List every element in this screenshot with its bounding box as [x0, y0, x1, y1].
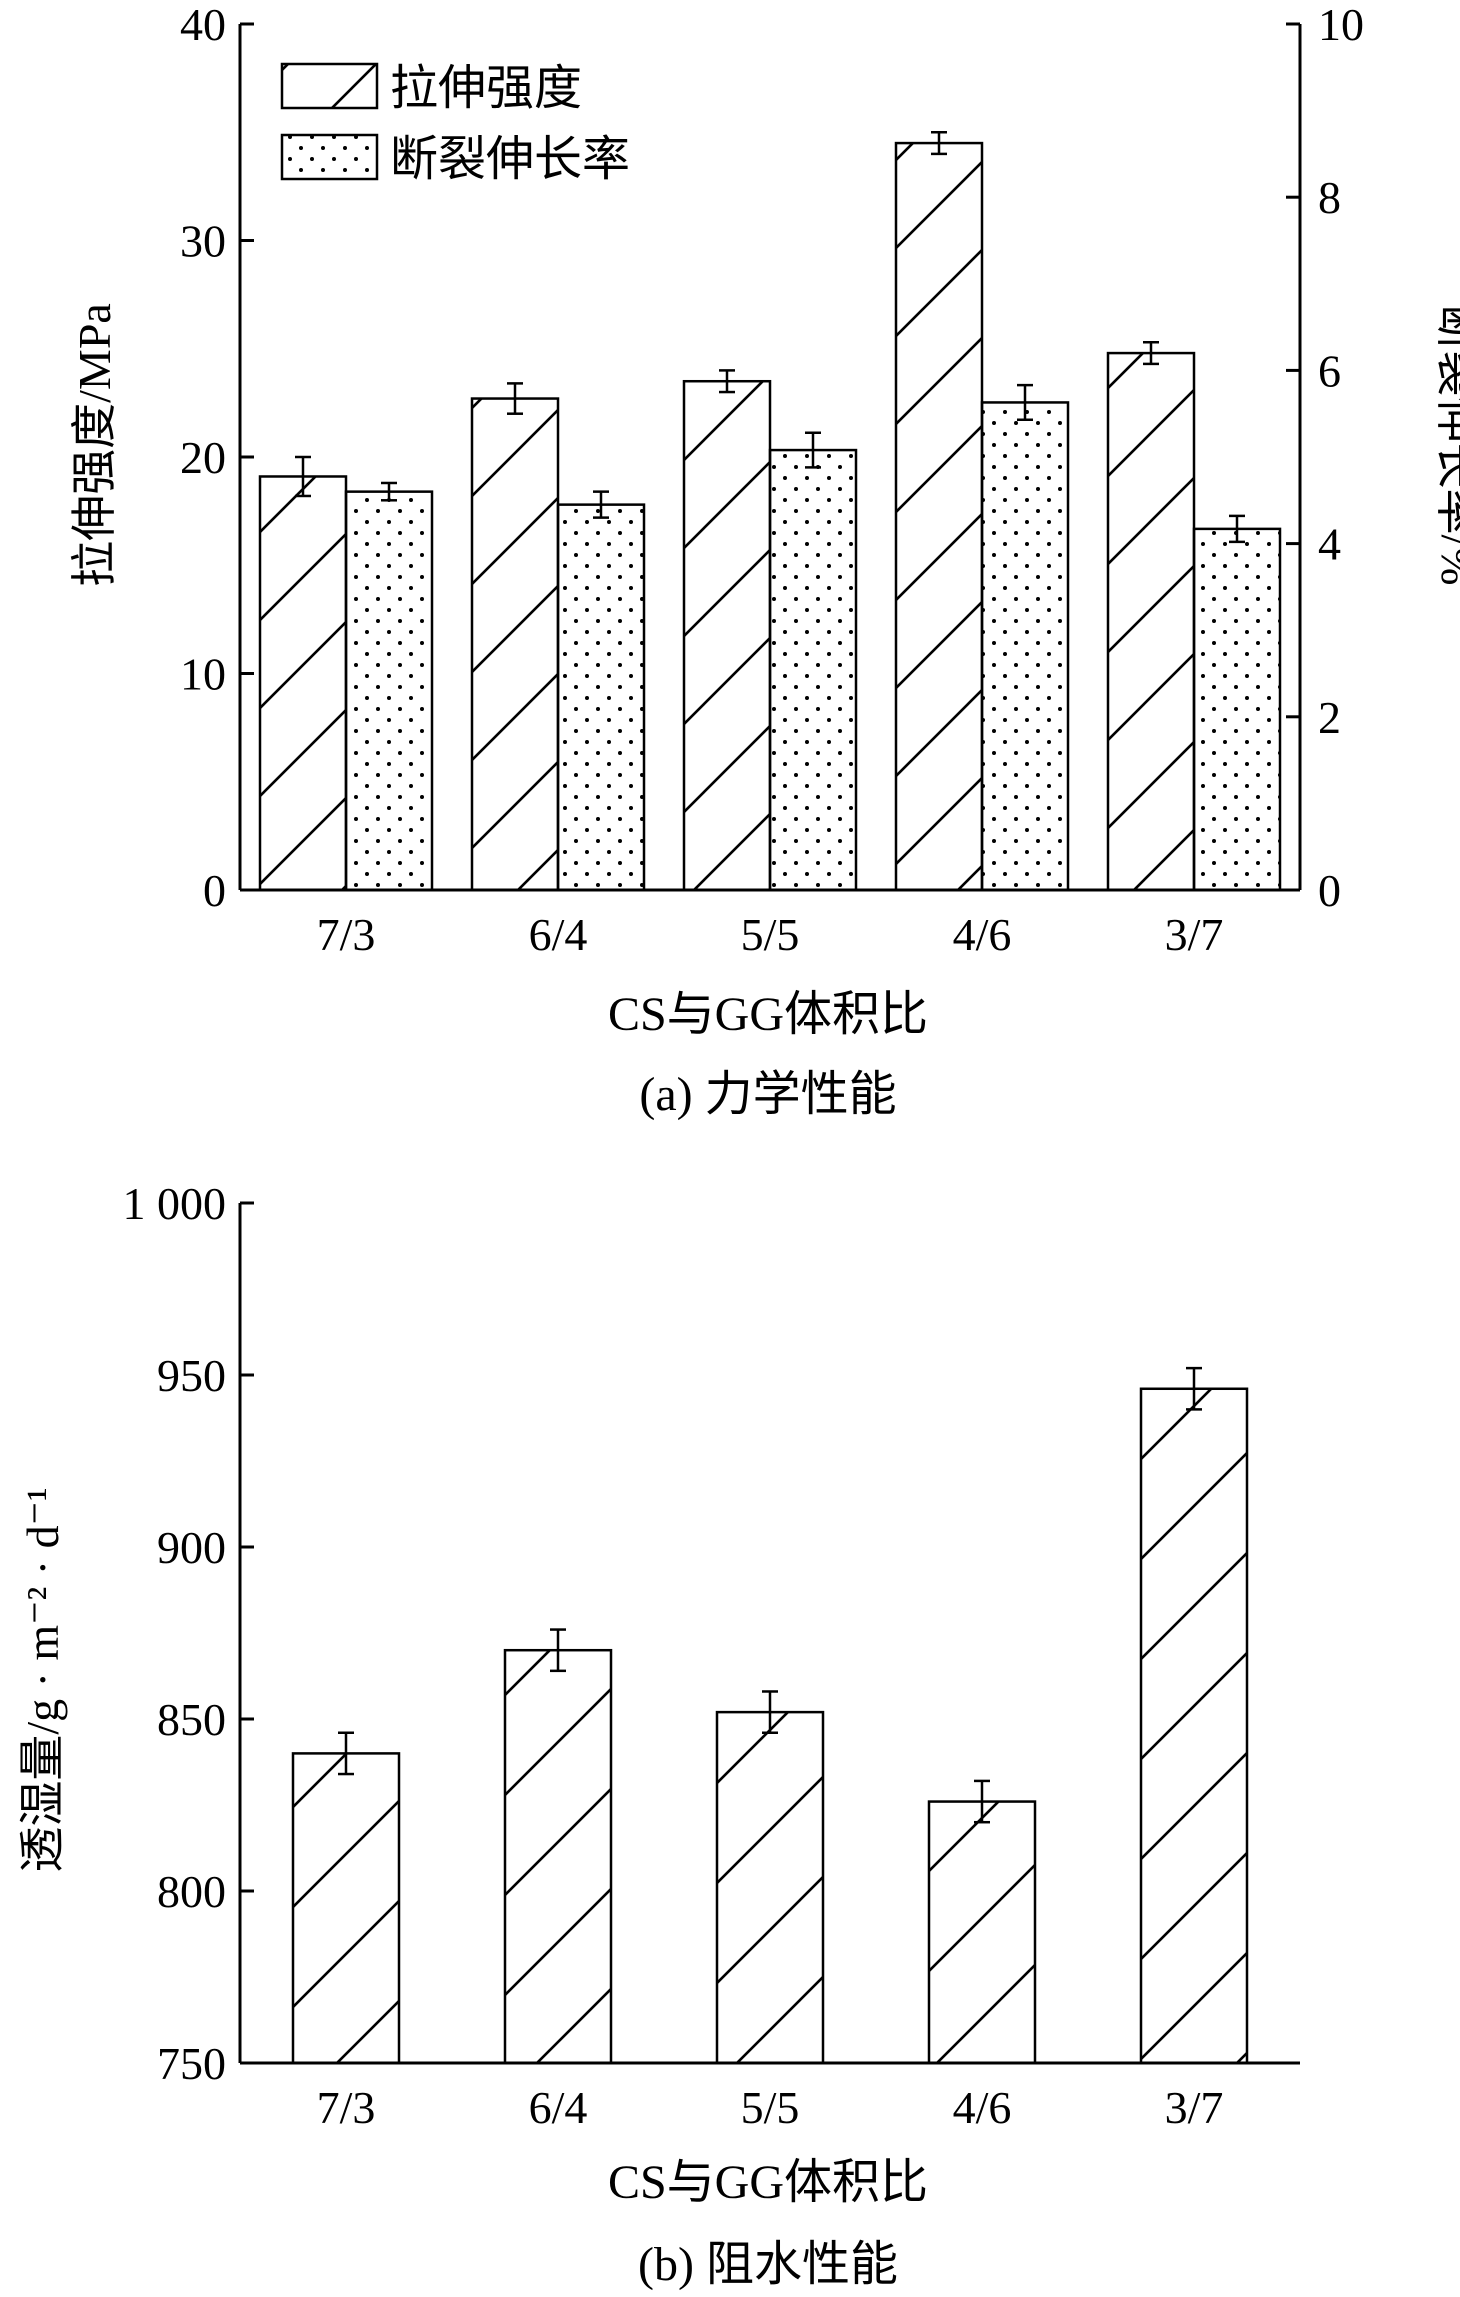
y-tick-label: 20 [180, 432, 226, 483]
legend-swatch-dots [280, 133, 379, 181]
bar-elongation [344, 490, 434, 892]
chart-b-caption: (b) 阻水性能 [638, 2238, 898, 2291]
chart-b-x-axis-label: CS与GG体积比 [608, 2156, 928, 2209]
y-tick-label: 30 [180, 216, 226, 267]
y-tick-label: 900 [157, 1522, 226, 1573]
x-tick-label: 4/6 [953, 2082, 1012, 2133]
chart-b: 7/3 6/4 5/5 4/6 3/7 750 800 850 900 950 1 000 CS与G… [17, 1178, 1300, 2291]
y2-tick-label: 6 [1318, 345, 1341, 396]
x-tick-label: 5/5 [741, 909, 800, 960]
chart-a-y-axis-label: 拉伸强度/MPa [69, 303, 120, 587]
chart-a-plot: 7/3 6/4 5/5 4/6 3/7 0 10 20 30 40 0 2 4 6 8 10 [180, 0, 1364, 960]
y-tick-label: 1 000 [123, 1178, 227, 1229]
bar-tensile-strength [894, 141, 984, 892]
bar-elongation [1192, 527, 1282, 892]
x-tick-label: 7/3 [317, 909, 376, 960]
y-tick-label: 850 [157, 1694, 226, 1745]
y-tick-label: 750 [157, 2038, 226, 2089]
chart-b-plot: 7/3 6/4 5/5 4/6 3/7 750 800 850 900 950 1 000 [123, 1178, 1300, 2133]
x-tick-label: 5/5 [741, 2082, 800, 2133]
bar-tensile-strength [682, 379, 772, 892]
bar-moisture-permeability [503, 1648, 613, 2065]
bar-moisture-permeability [1139, 1387, 1249, 2065]
bar-tensile-strength [1106, 351, 1196, 892]
x-tick-label: 6/4 [529, 2082, 588, 2133]
bar-elongation [768, 448, 858, 892]
chart-a: 7/3 6/4 5/5 4/6 3/7 0 10 20 30 40 0 2 4 6 8 10 拉伸强度 断裂伸… [69, 0, 1460, 1121]
chart-a-legend: 拉伸强度 断裂伸长率 [280, 62, 630, 186]
bar-moisture-permeability [291, 1752, 401, 2065]
chart-a-caption: (a) 力学性能 [639, 1068, 896, 1121]
y2-tick-label: 8 [1318, 172, 1341, 223]
bar-elongation [556, 503, 646, 892]
y2-tick-label: 0 [1318, 865, 1341, 916]
x-tick-label: 6/4 [529, 909, 588, 960]
bar-moisture-permeability [927, 1800, 1037, 2065]
y-tick-label: 0 [203, 865, 226, 916]
legend-label-series-2: 断裂伸长率 [390, 133, 630, 186]
y-tick-label: 40 [180, 0, 226, 50]
chart-b-y-axis-label: 透湿量/g · m⁻² · d⁻¹ [17, 1487, 68, 1872]
y2-tick-label: 4 [1318, 519, 1341, 570]
chart-a-x-axis-label: CS与GG体积比 [608, 988, 928, 1041]
x-tick-label: 7/3 [317, 2082, 376, 2133]
chart-a-y2-axis-label: 断裂伸长率/% [1432, 304, 1460, 585]
x-tick-label: 3/7 [1165, 909, 1224, 960]
bar-tensile-strength [470, 397, 560, 892]
y2-tick-label: 2 [1318, 692, 1341, 743]
bar-elongation [980, 401, 1070, 892]
bar-moisture-permeability [715, 1710, 825, 2065]
bar-tensile-strength [258, 475, 348, 892]
legend-swatch-hatch [280, 62, 379, 110]
x-tick-label: 4/6 [953, 909, 1012, 960]
legend-label-series-1: 拉伸强度 [390, 62, 582, 115]
y-tick-label: 950 [157, 1350, 226, 1401]
y-tick-label: 800 [157, 1866, 226, 1917]
x-tick-label: 3/7 [1165, 2082, 1224, 2133]
y-tick-label: 10 [180, 649, 226, 700]
y2-tick-label: 10 [1318, 0, 1364, 50]
